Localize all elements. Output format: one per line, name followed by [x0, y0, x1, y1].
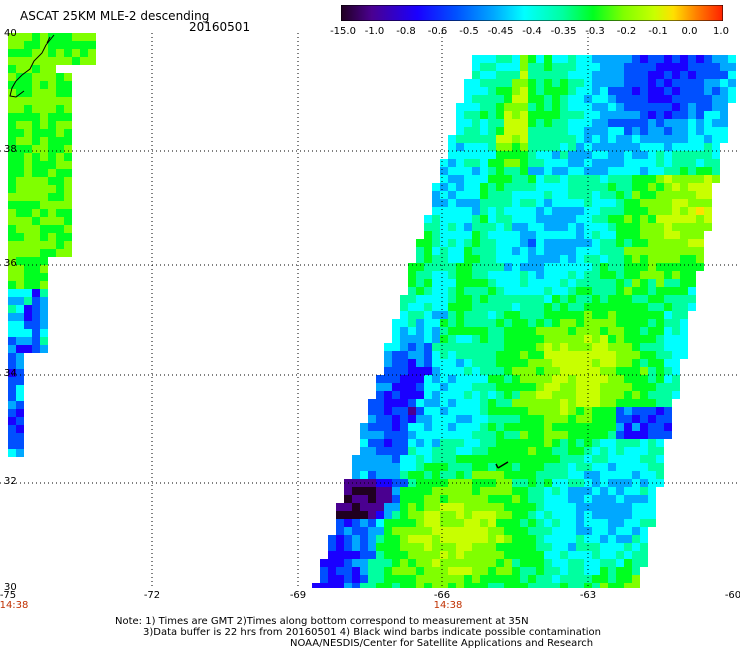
- colorbar: [341, 5, 723, 21]
- colorbar-tick-3: -0.6: [427, 26, 448, 37]
- colorbar-tick-7: -0.35: [550, 26, 577, 37]
- footer-note-2: 3)Data buffer is 22 hrs from 20160501 4)…: [143, 627, 601, 638]
- colorbar-tick-10: -0.1: [648, 26, 668, 37]
- colorbar-tick-1: -1.0: [364, 26, 385, 37]
- lat-lon-grid: [0, 33, 738, 588]
- lon-label-3: -66: [433, 590, 451, 601]
- map-plot: [0, 33, 738, 588]
- swath-main: [312, 55, 736, 588]
- time-label-1: 14:38: [433, 600, 463, 611]
- lon-label-4: -63: [579, 590, 597, 601]
- lon-label-1: -72: [143, 590, 161, 601]
- product-title: ASCAT 25KM MLE-2 descending: [20, 9, 210, 23]
- footer-credit: NOAA/NESDIS/Center for Satellite Applica…: [290, 638, 594, 649]
- footer-note-1: Note: 1) Times are GMT 2)Times along bot…: [115, 616, 529, 627]
- colorbar-tick-4: -0.5: [459, 26, 479, 37]
- time-label-0: 14:38: [0, 600, 29, 611]
- lat-label-3: 34: [4, 368, 17, 379]
- colorbar-tick-9: -0.2: [616, 26, 637, 37]
- wind-barb: [495, 461, 509, 469]
- lon-label-2: -69: [289, 590, 307, 601]
- colorbar-tick-5: -0.45: [487, 26, 514, 37]
- lat-label-2: 36: [4, 258, 17, 269]
- colorbar-tick-8: -0.3: [585, 26, 605, 37]
- coastline: [9, 34, 55, 98]
- lon-label-0: -75: [0, 590, 17, 601]
- colorbar-tick-6: -0.4: [522, 26, 542, 37]
- lat-label-5: 30: [4, 582, 17, 593]
- product-date: 20160501: [189, 20, 251, 34]
- lat-label-4: 32: [4, 476, 17, 487]
- lon-label-5: -60: [724, 590, 740, 601]
- colorbar-tick-11: 0.0: [681, 26, 698, 37]
- lat-label-0: 40: [4, 28, 17, 39]
- colorbar-tick-2: -0.8: [396, 26, 416, 37]
- colorbar-tick-0: -15.0: [330, 26, 356, 37]
- lat-label-1: 38: [4, 144, 17, 155]
- swath-left: [8, 33, 96, 457]
- colorbar-tick-12: 1.0: [713, 26, 729, 37]
